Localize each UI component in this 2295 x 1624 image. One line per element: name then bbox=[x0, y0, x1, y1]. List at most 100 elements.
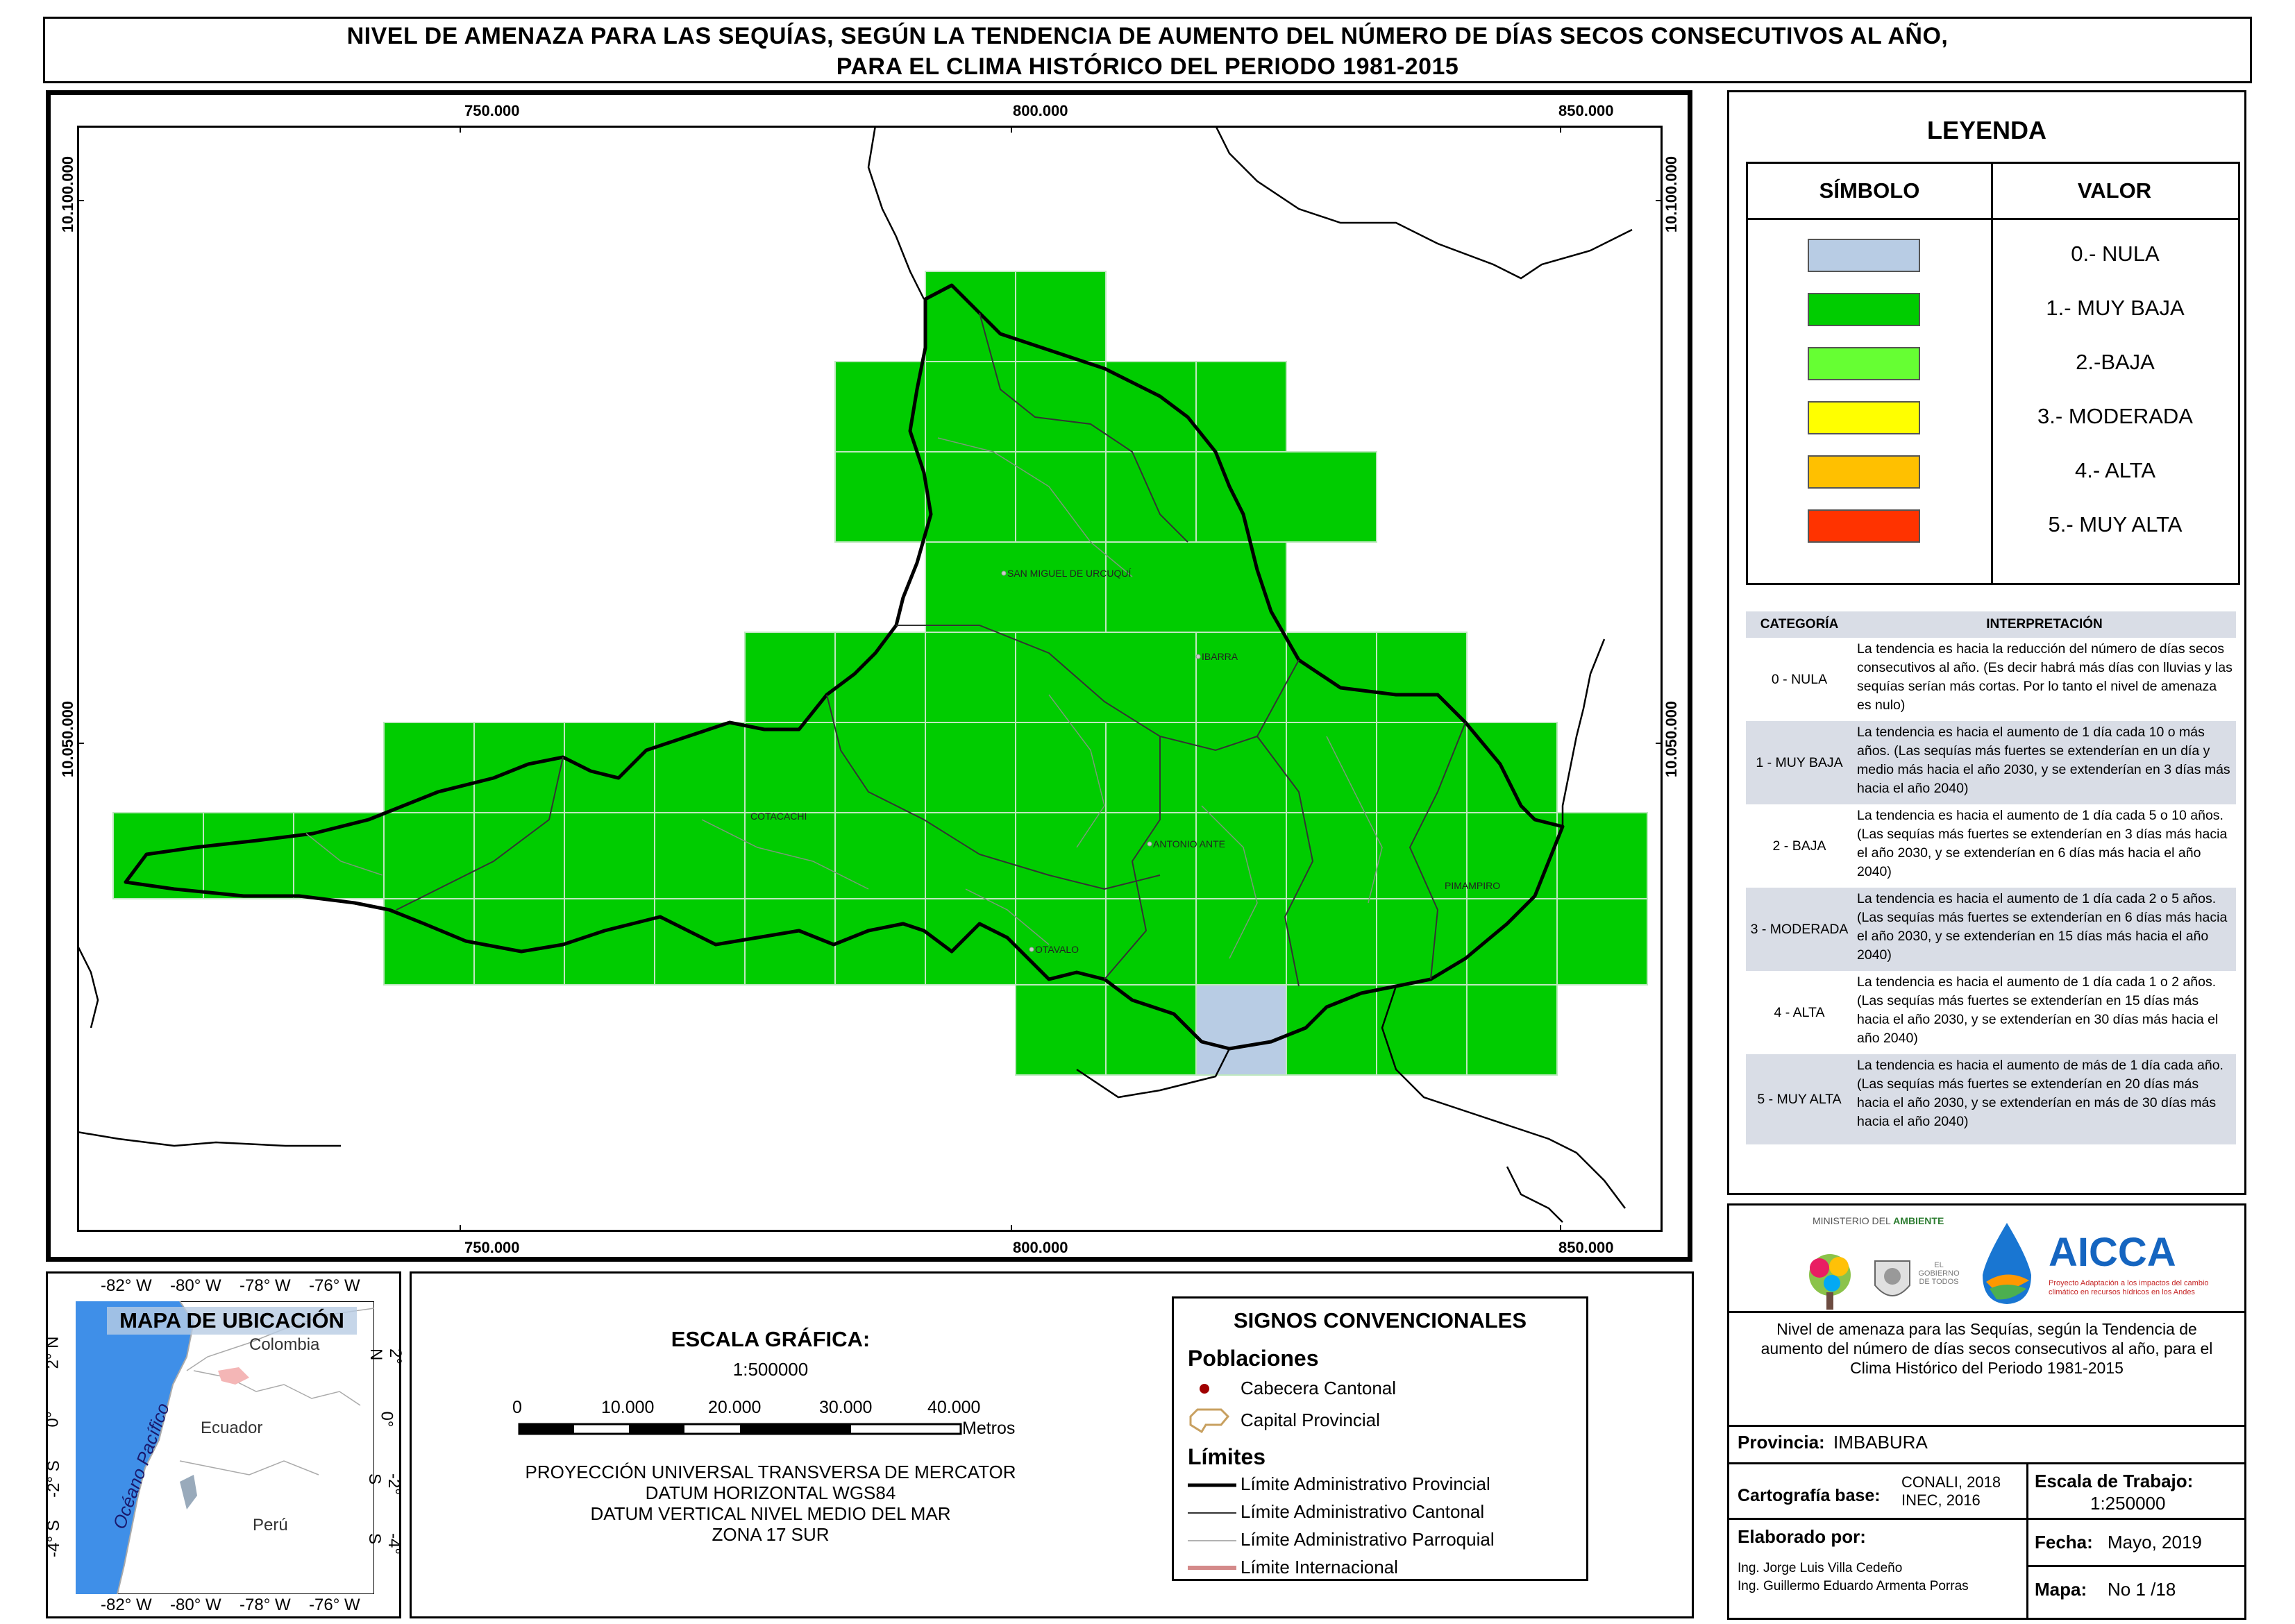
signs-provincial: Límite Administrativo Provincial bbox=[1241, 1473, 1490, 1494]
interpretation-header: CATEGORÍA INTERPRETACIÓN bbox=[1746, 611, 2236, 638]
x-tick-bottom-3: 850.000 bbox=[1558, 1239, 1614, 1256]
escala-trabajo-label: Escala de Trabajo: bbox=[2035, 1471, 2194, 1491]
place-label-otavalo: OTAVALO bbox=[1035, 944, 1079, 955]
loc-bottom-tick-3: -78° W bbox=[239, 1596, 291, 1614]
map-description: Nivel de amenaza para las Sequías, según… bbox=[1760, 1320, 2213, 1377]
scale-unit: Metros bbox=[962, 1419, 1016, 1438]
interpretation-text: La tendencia es hacia el aumento de 1 dí… bbox=[1857, 974, 2219, 1046]
interpretation-text: La tendencia es hacia el aumento de más … bbox=[1857, 1058, 2223, 1129]
interpretation-table: CATEGORÍA INTERPRETACIÓN 0 - NULA La ten… bbox=[1746, 611, 2236, 1144]
map-title-line-2: PARA EL CLIMA HISTÓRICO DEL PERIODO 1981… bbox=[836, 53, 1459, 80]
loc-side-tick-4: -4° S bbox=[44, 1520, 63, 1557]
limite-cantonal-line-icon bbox=[1188, 1512, 1236, 1514]
legend-value-alta: 4.- ALTA bbox=[2074, 458, 2155, 482]
interpretation-text: La tendencia es hacia el aumento de 1 dí… bbox=[1857, 808, 2228, 879]
scale-label-1: 10.000 bbox=[601, 1398, 655, 1417]
provincia-label: Provincia: bbox=[1738, 1432, 1825, 1453]
capital-provincial-icon bbox=[1189, 1408, 1230, 1434]
aicca-drop-icon bbox=[1983, 1223, 2031, 1304]
limite-provincial-line-icon bbox=[1188, 1483, 1236, 1487]
interpretation-col-text: INTERPRETACIÓN bbox=[1986, 617, 2103, 632]
place-label-pimampiro: PIMAMPIRO bbox=[1445, 880, 1500, 891]
y-tick-right-1: 10.100.000 bbox=[1663, 155, 1680, 233]
legend-swatch-alta bbox=[1808, 455, 1920, 489]
y-tick-left-1: 10.100.000 bbox=[59, 155, 76, 233]
provincia-value: IMBABURA bbox=[1833, 1432, 1928, 1453]
interpretation-row: 2 - BAJA La tendencia es hacia el aument… bbox=[1746, 804, 2236, 888]
interpretation-category: 5 - MUY ALTA bbox=[1757, 1091, 1842, 1107]
loc-side-tick-1: 2° N bbox=[43, 1336, 62, 1369]
country-peru: Perú bbox=[253, 1516, 288, 1534]
country-colombia: Colombia bbox=[249, 1335, 320, 1354]
interpretation-category: 3 - MODERADA bbox=[1750, 921, 1849, 937]
legend-value-nula: 0.- NULA bbox=[2071, 242, 2160, 266]
interpretation-category: 1 - MUY BAJA bbox=[1756, 754, 1843, 770]
signs-cantonal: Límite Administrativo Cantonal bbox=[1241, 1501, 1485, 1522]
interpretation-row: 0 - NULA La tendencia es hacia la reducc… bbox=[1746, 638, 2236, 721]
escala-trabajo-value: 1:250000 bbox=[2090, 1493, 2166, 1514]
x-tick-top-3: 850.000 bbox=[1558, 102, 1614, 119]
projection-line-4: ZONA 17 SUR bbox=[712, 1524, 830, 1545]
legend-col-value: VALOR bbox=[1991, 164, 2238, 220]
projection-line-2: DATUM HORIZONTAL WGS84 bbox=[645, 1482, 896, 1503]
loc-top-tick-3: -78° W bbox=[239, 1276, 291, 1295]
scale-panel bbox=[410, 1271, 1694, 1618]
place-label-antonio-ante: ANTONIO ANTE bbox=[1153, 838, 1225, 849]
map-canvas: SAN MIGUEL DE URCUQUÍ IBARRA COTACACHI A… bbox=[77, 126, 1663, 1232]
place-label-urcuqui: SAN MIGUEL DE URCUQUÍ bbox=[1007, 568, 1132, 579]
signs-internacional: Límite Internacional bbox=[1241, 1557, 1398, 1578]
legend-value-moderada: 3.- MODERADA bbox=[2037, 404, 2193, 428]
ecuador-shield-icon bbox=[1874, 1260, 1910, 1296]
limite-parroquial-line-icon bbox=[1188, 1540, 1236, 1541]
loc-bottom-tick-2: -80° W bbox=[170, 1596, 221, 1614]
interpretation-text: La tendencia es hacia el aumento de 1 dí… bbox=[1857, 725, 2230, 796]
scale-label-2: 20.000 bbox=[708, 1398, 762, 1417]
signs-title: SIGNOS CONVENCIONALES bbox=[1234, 1308, 1527, 1333]
loc-bottom-tick-1: -82° W bbox=[101, 1596, 152, 1614]
x-tick-bottom-2: 800.000 bbox=[1013, 1239, 1068, 1256]
gobierno-logo-text: EL GOBIERNO DE TODOS bbox=[1918, 1261, 1960, 1286]
cabecera-cantonal-icon bbox=[1200, 1384, 1209, 1394]
fecha-label: Fecha: bbox=[2035, 1532, 2093, 1553]
interpretation-row: 1 - MUY BAJA La tendencia es hacia el au… bbox=[1746, 721, 2236, 804]
loc-side-tick-right-2: 0° bbox=[377, 1411, 396, 1428]
legend-col-symbol: SÍMBOLO bbox=[1748, 164, 1991, 220]
legend-swatch-nula bbox=[1808, 239, 1920, 272]
mapa-value: No 1 /18 bbox=[2108, 1579, 2176, 1600]
info-panel: MINISTERIO DEL AMBIENTE EL GOBIERNO DE T… bbox=[1727, 1203, 2246, 1620]
ministerio-tree-icon bbox=[1809, 1254, 1851, 1310]
cartografia-label: Cartografía base: bbox=[1738, 1486, 1881, 1505]
interpretation-row: 3 - MODERADA La tendencia es hacia el au… bbox=[1746, 888, 2236, 971]
limite-internacional-line-icon bbox=[1188, 1566, 1236, 1570]
loc-top-tick-4: -76° W bbox=[309, 1276, 360, 1295]
projection-line-1: PROYECCIÓN UNIVERSAL TRANSVERSA DE MERCA… bbox=[525, 1462, 1016, 1482]
legend-panel: LEYENDA SÍMBOLO VALOR 0.- NULA 1.- MUY B… bbox=[1727, 90, 2246, 1195]
legend-value-muy-alta: 5.- MUY ALTA bbox=[2048, 512, 2183, 536]
interpretation-text: La tendencia es hacia la reducción del n… bbox=[1857, 641, 2233, 713]
elaborado-2: Ing. Guillermo Eduardo Armenta Porras bbox=[1738, 1579, 1969, 1593]
legend-swatch-moderada bbox=[1808, 401, 1920, 434]
map-title-line-1: NIVEL DE AMENAZA PARA LAS SEQUÍAS, SEGÚN… bbox=[346, 23, 1949, 49]
interpretation-category: 4 - ALTA bbox=[1774, 1004, 1825, 1020]
legend-symbol-table: SÍMBOLO VALOR 0.- NULA 1.- MUY BAJA 2.-B… bbox=[1746, 162, 2240, 585]
interpretation-col-category: CATEGORÍA bbox=[1760, 617, 1839, 632]
elaborado-label: Elaborado por: bbox=[1738, 1526, 1866, 1547]
cartografia-value-2: INEC, 2016 bbox=[1901, 1491, 1981, 1509]
signs-parroquial: Límite Administrativo Parroquial bbox=[1241, 1529, 1495, 1550]
scale-bar bbox=[518, 1423, 962, 1435]
place-label-cotacachi: COTACACHI bbox=[750, 811, 807, 822]
loc-bottom-tick-4: -76° W bbox=[309, 1596, 360, 1614]
map-title-box: NIVEL DE AMENAZA PARA LAS SEQUÍAS, SEGÚN… bbox=[43, 17, 2252, 83]
ministerio-logo-text: MINISTERIO DEL AMBIENTE bbox=[1813, 1215, 1944, 1226]
location-map-title: MAPA DE UBICACIÓN bbox=[119, 1308, 344, 1333]
signs-poblaciones: Poblaciones bbox=[1188, 1346, 1319, 1371]
aicca-subtitle: Proyecto Adaptación a los impactos del c… bbox=[2049, 1279, 2209, 1296]
loc-side-tick-3: -2° S bbox=[44, 1460, 63, 1498]
x-tick-top-1: 750.000 bbox=[464, 102, 520, 119]
scale-ratio: 1:500000 bbox=[732, 1359, 809, 1380]
scale-label-3: 30.000 bbox=[819, 1398, 873, 1417]
elaborado-1: Ing. Jorge Luis Villa Cedeño bbox=[1738, 1561, 1903, 1575]
interpretation-category: 2 - BAJA bbox=[1772, 838, 1826, 854]
place-label-ibarra: IBARRA bbox=[1202, 651, 1238, 662]
signs-cabecera: Cabecera Cantonal bbox=[1241, 1378, 1397, 1398]
